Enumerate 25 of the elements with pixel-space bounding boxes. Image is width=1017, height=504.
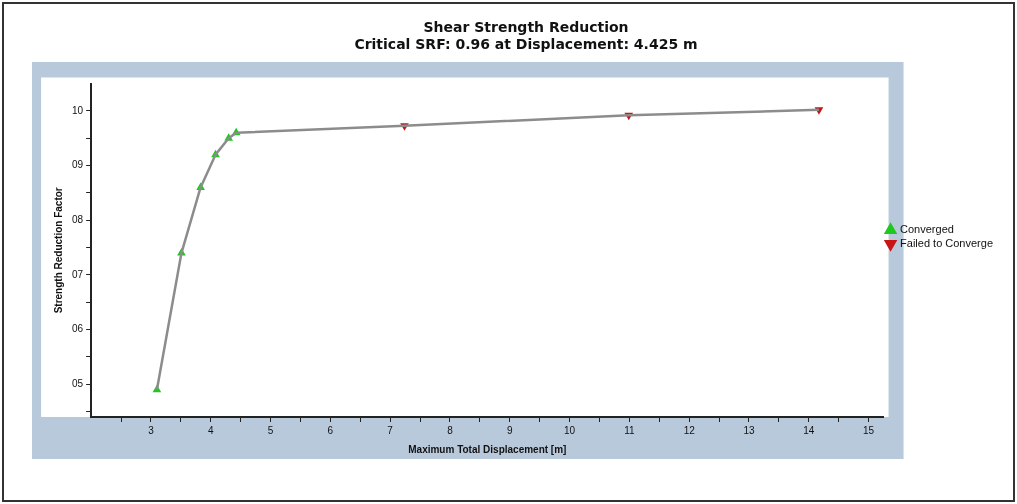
legend-label: Failed to Converge [900,237,994,250]
x-tick-label: 7 [387,424,394,436]
x-tick-label: 5 [267,424,274,436]
chart-subtitle: Critical SRF: 0.96 at Displacement: 4.425 m [354,35,698,52]
x-tick-label: 10 [564,424,576,436]
x-tick-label: 8 [447,424,454,436]
x-tick-label: 13 [743,424,755,436]
y-tick-label: 09 [72,159,84,171]
y-tick-label: 07 [72,268,84,280]
legend-label: Converged [900,223,954,236]
x-tick-label: 6 [327,424,334,436]
y-tick-label: 08 [72,213,84,225]
x-tick-label: 15 [863,424,875,436]
x-axis-title: Maximum Total Displacement [m] [408,443,567,455]
y-tick-label: 06 [72,323,84,335]
x-tick-label: 9 [506,424,513,436]
chart-title: Shear Strength Reduction [423,19,629,36]
x-tick-label: 14 [803,424,815,436]
x-tick-label: 4 [207,424,214,436]
x-tick-label: 3 [148,424,155,436]
y-axis-title: Strength Reduction Factor [52,187,64,314]
y-tick-label: 10 [72,104,84,116]
y-tick-label: 05 [72,377,84,389]
x-tick-label: 11 [624,424,636,436]
x-tick-label: 12 [683,424,696,436]
